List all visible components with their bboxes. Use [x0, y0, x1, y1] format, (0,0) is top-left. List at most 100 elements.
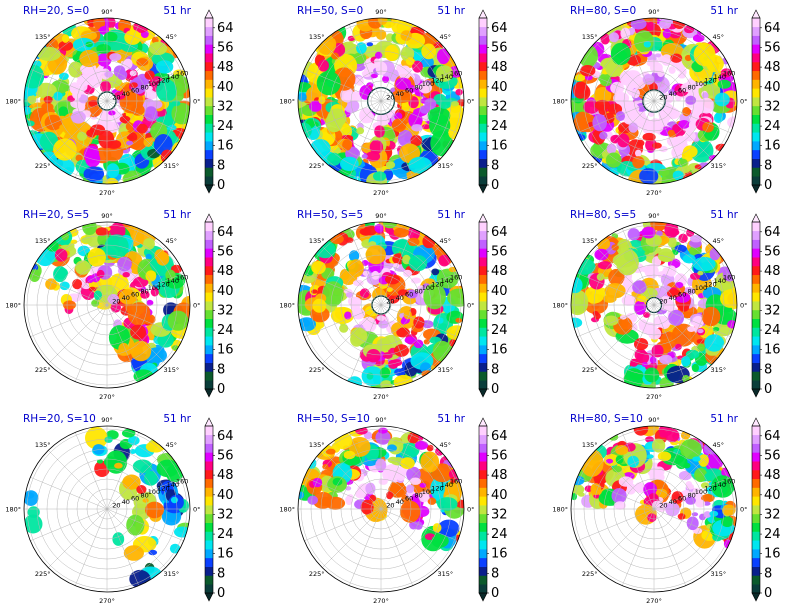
- colorbar-tick-label: 32: [217, 303, 234, 318]
- colorbar-tick-label: 64: [491, 429, 508, 444]
- colorbar-tick-label: 64: [491, 21, 508, 36]
- polar-frame: [297, 221, 465, 389]
- colorbar-tick-label: 8: [491, 362, 499, 377]
- radial-tick-label: 100: [422, 488, 434, 496]
- polar-panel-7: 20 40 60 80 1001201401600°45°90°135°180°225°…: [5, 413, 233, 605]
- radial-tick-label: 60: [131, 291, 139, 299]
- radial-tick-label: 100: [422, 80, 434, 88]
- colorbar-tick-label: 48: [217, 264, 234, 279]
- colorbar-tick-label: 64: [217, 21, 234, 36]
- angle-label: 90°: [648, 212, 660, 220]
- angle-label: 0°: [740, 506, 747, 514]
- radial-tick-label: 120: [157, 77, 169, 85]
- angle-label: 45°: [440, 33, 452, 41]
- angle-label: 45°: [166, 441, 178, 449]
- polar-frame: [23, 425, 191, 593]
- polar-frame: [23, 221, 191, 389]
- panel-time-label: 51 hr: [437, 5, 465, 17]
- colorbar-tick-label: 0: [764, 586, 772, 601]
- colorbar-tick-label: 0: [491, 382, 499, 397]
- colorbar-tick-label: 40: [764, 80, 781, 95]
- colorbar-tick-label: 40: [217, 80, 234, 95]
- panel-title: RH=20, S=5: [23, 209, 89, 221]
- radial-tick-label: 160: [723, 274, 735, 282]
- panel-title: RH=20, S=0: [23, 5, 89, 17]
- radial-tick-label: 100: [422, 284, 434, 292]
- colorbar-tick-label: 40: [764, 488, 781, 503]
- colorbar-tick-label: 24: [491, 323, 508, 338]
- colorbar-tick-label: 16: [764, 343, 781, 358]
- radial-tick-label: 40: [396, 294, 404, 302]
- colorbar-tick-label: 8: [764, 566, 772, 581]
- radial-tick-label: 60: [405, 291, 413, 299]
- angle-label: 135°: [309, 441, 325, 449]
- colorbar-tick-label: 0: [491, 178, 499, 193]
- radial-tick-label: 60: [405, 495, 413, 503]
- colorbar-tick-label: 48: [764, 468, 781, 483]
- radial-tick-label: 60: [678, 291, 686, 299]
- angle-label: 270°: [373, 597, 389, 605]
- radial-tick-label: 140: [167, 73, 179, 81]
- radial-tick-label: 140: [167, 277, 179, 285]
- colorbar-tick-label: 16: [491, 139, 508, 154]
- colorbar-tick-label: 40: [217, 488, 234, 503]
- radial-tick-label: 60: [131, 87, 139, 95]
- polar-frame: [297, 17, 465, 185]
- panel-time-label: 51 hr: [163, 413, 191, 425]
- radial-tick-label: 140: [167, 481, 179, 489]
- angle-label: 270°: [373, 393, 389, 401]
- angle-label: 315°: [163, 162, 179, 170]
- radial-tick-label: 140: [714, 73, 726, 81]
- colorbar: 0 8 16 24 32 40 48 56 64: [204, 417, 234, 602]
- radial-tick-label: 20: [112, 94, 120, 102]
- colorbar-tick-label: 48: [764, 264, 781, 279]
- radial-tick-label: 120: [431, 77, 443, 85]
- colorbar-tick-label: 56: [491, 449, 508, 464]
- colorbar-tick-label: 64: [217, 225, 234, 240]
- colorbar: 0 8 16 24 32 40 48 56 64: [204, 9, 234, 194]
- colorbar-tick-label: 64: [764, 21, 781, 36]
- panel-title: RH=20, S=10: [23, 413, 96, 425]
- radial-tick-label: 160: [450, 478, 462, 486]
- panel-title: RH=50, S=0: [297, 5, 363, 17]
- radial-tick-label: 60: [405, 87, 413, 95]
- colorbar-tick-label: 32: [491, 507, 508, 522]
- angle-label: 180°: [279, 506, 295, 514]
- panel-time-label: 51 hr: [163, 209, 191, 221]
- angle-label: 45°: [440, 441, 452, 449]
- polar-panel-6: 20 40 60 80 1001201401600°45°90°135°180°225°…: [552, 209, 780, 401]
- radial-tick-label: 140: [714, 481, 726, 489]
- colorbar: 0 8 16 24 32 40 48 56 64: [751, 9, 781, 194]
- radial-tick-label: 20: [659, 502, 667, 510]
- polar-panel-4: 20 40 60 80 1001201401600°45°90°135°180°225°…: [5, 209, 233, 401]
- colorbar-tick-label: 40: [491, 80, 508, 95]
- colorbar-tick-label: 24: [764, 323, 781, 338]
- angle-label: 0°: [467, 98, 474, 106]
- radial-tick-label: 20: [386, 94, 394, 102]
- radial-tick-label: 120: [157, 281, 169, 289]
- panel-title: RH=80, S=10: [570, 413, 643, 425]
- polar-panel-2: 20 40 60 80 1001201401600°45°90°135°180°225°…: [279, 5, 507, 197]
- panel-title: RH=50, S=5: [297, 209, 363, 221]
- colorbar-tick-label: 16: [217, 547, 234, 562]
- colorbar-tick-label: 0: [764, 382, 772, 397]
- colorbar-tick-label: 8: [764, 362, 772, 377]
- angle-label: 270°: [99, 597, 115, 605]
- radial-tick-label: 100: [695, 284, 707, 292]
- angle-label: 225°: [35, 570, 51, 578]
- colorbar-tick-label: 24: [217, 119, 234, 134]
- angle-label: 225°: [309, 162, 325, 170]
- colorbar-tick-label: 0: [217, 586, 225, 601]
- angle-label: 225°: [582, 162, 598, 170]
- colorbar-tick-label: 16: [491, 547, 508, 562]
- radial-tick-label: 40: [669, 294, 677, 302]
- angle-label: 225°: [582, 570, 598, 578]
- colorbar-tick-label: 56: [491, 41, 508, 56]
- colorbar-tick-label: 16: [217, 139, 234, 154]
- radial-tick-label: 60: [678, 495, 686, 503]
- angle-label: 0°: [193, 98, 200, 106]
- colorbar-tick-label: 32: [491, 303, 508, 318]
- radial-tick-label: 20: [386, 298, 394, 306]
- radial-tick-label: 40: [669, 498, 677, 506]
- angle-label: 270°: [646, 597, 662, 605]
